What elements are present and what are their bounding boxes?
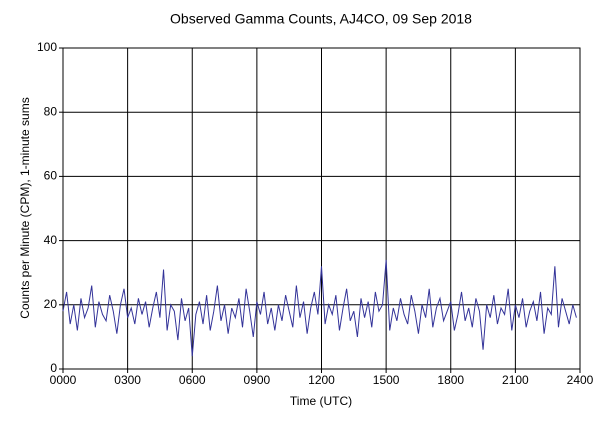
x-tick-label: 0000 [50,373,77,387]
x-tick-label: 2100 [502,373,529,387]
y-tick-label: 100 [37,40,57,54]
y-tick-label: 40 [44,233,58,247]
x-axis-label: Time (UTC) [290,394,352,408]
x-tick-label: 0900 [244,373,271,387]
x-tick-label: 1200 [308,373,335,387]
y-tick-label: 80 [44,104,58,118]
x-tick-label: 0300 [114,373,141,387]
y-tick-label: 60 [44,169,58,183]
y-axis-label: Counts per Minute (CPM), 1-minute sums [18,97,32,318]
x-tick-label: 2400 [567,373,594,387]
x-tick-label: 1800 [437,373,464,387]
chart-title: Observed Gamma Counts, AJ4CO, 09 Sep 201… [170,11,472,27]
x-tick-label: 1500 [373,373,400,387]
data-line [62,259,577,357]
y-tick-label: 0 [50,361,57,375]
x-tick-label: 0600 [179,373,206,387]
y-tick-label: 20 [44,297,58,311]
